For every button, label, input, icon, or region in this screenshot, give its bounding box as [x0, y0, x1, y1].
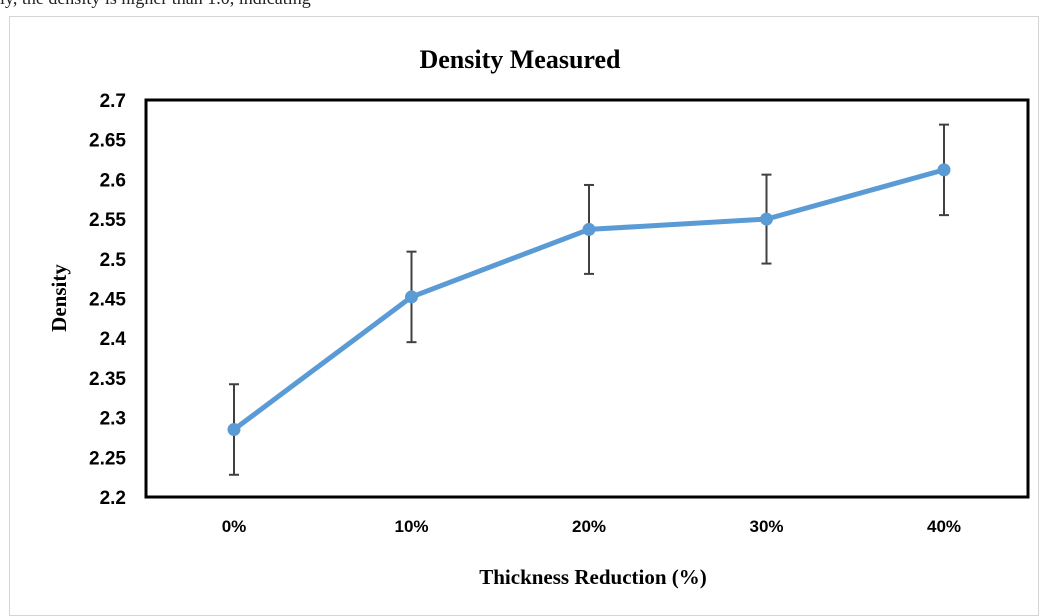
chart-frame	[9, 16, 1039, 616]
x-tick-label: 20%	[572, 517, 606, 536]
x-tick-label: 10%	[394, 517, 428, 536]
x-tick-label: 40%	[927, 517, 961, 536]
top-text-fragment: ly, the density is higher than 1.0, indi…	[0, 0, 1048, 8]
y-tick-label: 2.55	[89, 210, 126, 231]
data-point	[405, 290, 418, 304]
x-tick-label: 0%	[222, 517, 247, 536]
x-tick-labels: 0% 10% 20% 30% 40%	[222, 517, 961, 536]
data-point	[582, 222, 596, 236]
plot-area	[144, 98, 1030, 499]
data-point	[227, 423, 241, 437]
y-tick-label: 2.3	[100, 409, 126, 430]
data-point	[760, 212, 773, 226]
x-axis-label: Thickness Reduction (%)	[479, 565, 707, 589]
y-tick-label: 2.5	[100, 250, 127, 271]
data-points	[227, 163, 951, 437]
y-tick-label: 2.7	[100, 91, 126, 112]
x-tick-label: 30%	[749, 517, 783, 536]
data-point	[937, 163, 951, 177]
y-tick-labels: 2.2 2.25 2.3 2.35 2.4 2.45 2.5 2.55 2.6 2.65 2.7	[89, 91, 126, 509]
y-tick-label: 2.45	[89, 290, 126, 311]
y-tick-label: 2.2	[100, 488, 126, 509]
chart-title: Density Measured	[419, 45, 621, 74]
y-tick-label: 2.35	[89, 369, 126, 390]
y-axis-label: Density	[47, 264, 71, 332]
y-tick-label: 2.65	[89, 131, 126, 152]
error-bars	[229, 123, 949, 476]
y-tick-label: 2.25	[89, 448, 126, 469]
y-tick-label: 2.4	[100, 329, 127, 350]
y-tick-label: 2.6	[100, 170, 126, 191]
